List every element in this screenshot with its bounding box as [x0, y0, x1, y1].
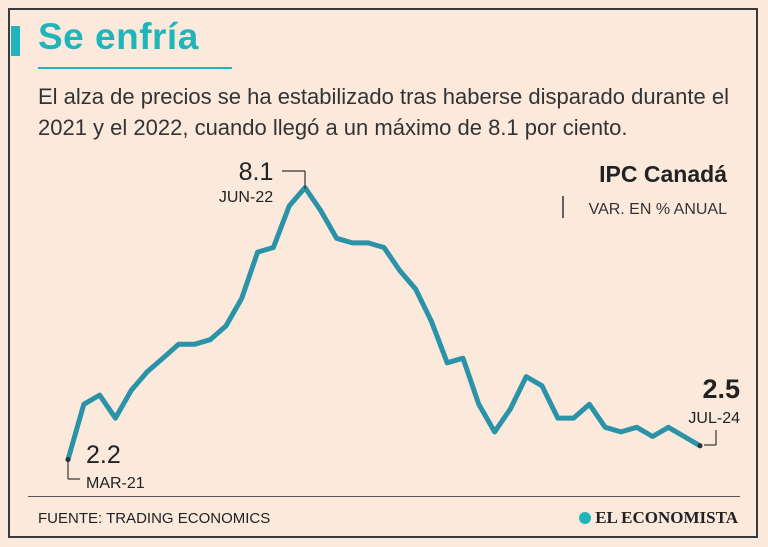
- legend-units: VAR. EN % ANUAL: [589, 201, 728, 218]
- title-accent-bar: [11, 26, 20, 56]
- data-point-mar-24: [635, 425, 639, 429]
- data-point-sep-21: [161, 356, 165, 360]
- data-point-jun-22: [303, 186, 307, 190]
- data-point-start: [65, 457, 71, 463]
- legend-series-name: IPC Canadá: [599, 161, 727, 187]
- data-point-mar-23: [445, 361, 449, 365]
- brand-name: EL ECONOMISTA: [595, 508, 738, 527]
- data-point-oct-21: [177, 342, 181, 346]
- label-start-value: 2.2: [86, 441, 121, 469]
- label-end-date: JUL-24: [688, 410, 740, 427]
- data-point-nov-23: [572, 416, 576, 420]
- data-point-may-23: [477, 402, 481, 406]
- data-point-feb-23: [429, 319, 433, 323]
- data-point-abr-24: [651, 435, 655, 439]
- data-point-jun-23: [493, 430, 497, 434]
- data-point-end: [697, 443, 703, 449]
- data-point-nov-22: [382, 246, 386, 250]
- data-point-ago-22: [335, 236, 339, 240]
- data-point-oct-22: [366, 241, 370, 245]
- data-point-abr-23: [461, 356, 465, 360]
- source-note: FUENTE: TRADING ECONOMICS: [38, 510, 271, 527]
- data-point-abr-21: [82, 402, 86, 406]
- brand-icon: [579, 512, 592, 524]
- brand-logo: EL ECONOMISTA: [579, 508, 738, 528]
- data-point-jun-24: [682, 435, 686, 439]
- data-point-dic-21: [208, 338, 212, 342]
- data-point-ene-22: [224, 324, 228, 328]
- data-point-sep-22: [350, 241, 354, 245]
- chart-title: Se enfría: [38, 16, 199, 57]
- data-point-sep-23: [540, 384, 544, 388]
- data-point-jun-21: [113, 416, 117, 420]
- series-line-ipc-canada: [65, 185, 703, 463]
- data-point-jul-23: [508, 407, 512, 411]
- chart-subtitle: El alza de precios se ha estabilizado tr…: [38, 84, 729, 140]
- data-point-jul-22: [319, 209, 323, 213]
- data-point-dic-23: [587, 402, 591, 406]
- data-point-dic-22: [398, 269, 402, 273]
- label-peak-date: JUN-22: [219, 189, 273, 206]
- data-point-ene-24: [603, 425, 607, 429]
- data-point-ago-21: [145, 370, 149, 374]
- data-point-ene-23: [414, 287, 418, 291]
- data-point-may-22: [287, 204, 291, 208]
- data-point-jul-21: [129, 388, 133, 392]
- footer-divider: [28, 496, 740, 497]
- data-point-may-24: [666, 425, 670, 429]
- label-start-date: MAR-21: [86, 475, 145, 492]
- data-point-abr-22: [271, 246, 275, 250]
- label-end-value: 2.5: [702, 374, 740, 404]
- data-point-mar-22: [256, 250, 260, 254]
- data-point-nov-21: [192, 342, 196, 346]
- chart-frame: [8, 8, 758, 538]
- data-point-may-21: [98, 393, 102, 397]
- data-point-oct-23: [556, 416, 560, 420]
- title-underline: [38, 67, 232, 69]
- data-point-jul-24: [698, 444, 702, 448]
- label-peak-value: 8.1: [239, 158, 274, 186]
- data-point-mar-21: [66, 458, 70, 462]
- data-point-feb-22: [240, 296, 244, 300]
- data-point-feb-24: [619, 430, 623, 434]
- data-point-ago-23: [524, 375, 528, 379]
